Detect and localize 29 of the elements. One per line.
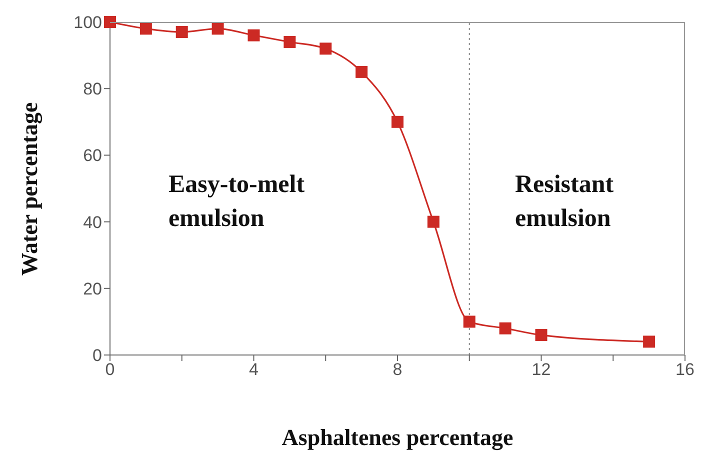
y-tick-label: 100 — [74, 13, 102, 32]
point — [427, 216, 440, 228]
annotation: Easy-to-melt emulsion — [168, 170, 305, 234]
point — [643, 336, 656, 348]
point — [356, 66, 368, 78]
x-tick-label: 8 — [392, 360, 402, 380]
point — [248, 29, 260, 42]
x-tick-label: 16 — [676, 360, 694, 380]
annotation: Resistant emulsion — [514, 170, 614, 234]
y-tick-label: 40 — [83, 212, 102, 232]
x-tick-label: 4 — [249, 360, 258, 380]
point — [320, 42, 332, 55]
y-tick-label: 20 — [83, 279, 102, 298]
point — [140, 22, 152, 35]
point — [104, 16, 116, 28]
x-tick-label: 0 — [105, 360, 115, 380]
point — [499, 322, 512, 334]
y-axis-title: Water percentage — [17, 102, 43, 276]
point — [212, 22, 224, 35]
point — [463, 316, 476, 328]
x-axis-title: Asphaltenes percentage — [282, 425, 514, 451]
point — [284, 36, 296, 48]
y-tick-label: 0 — [92, 346, 102, 366]
point — [392, 116, 404, 128]
point — [535, 329, 548, 342]
y-tick-label: 80 — [83, 80, 102, 99]
point — [176, 26, 188, 38]
y-tick-label: 60 — [83, 146, 102, 166]
x-tick-label: 12 — [532, 360, 551, 380]
